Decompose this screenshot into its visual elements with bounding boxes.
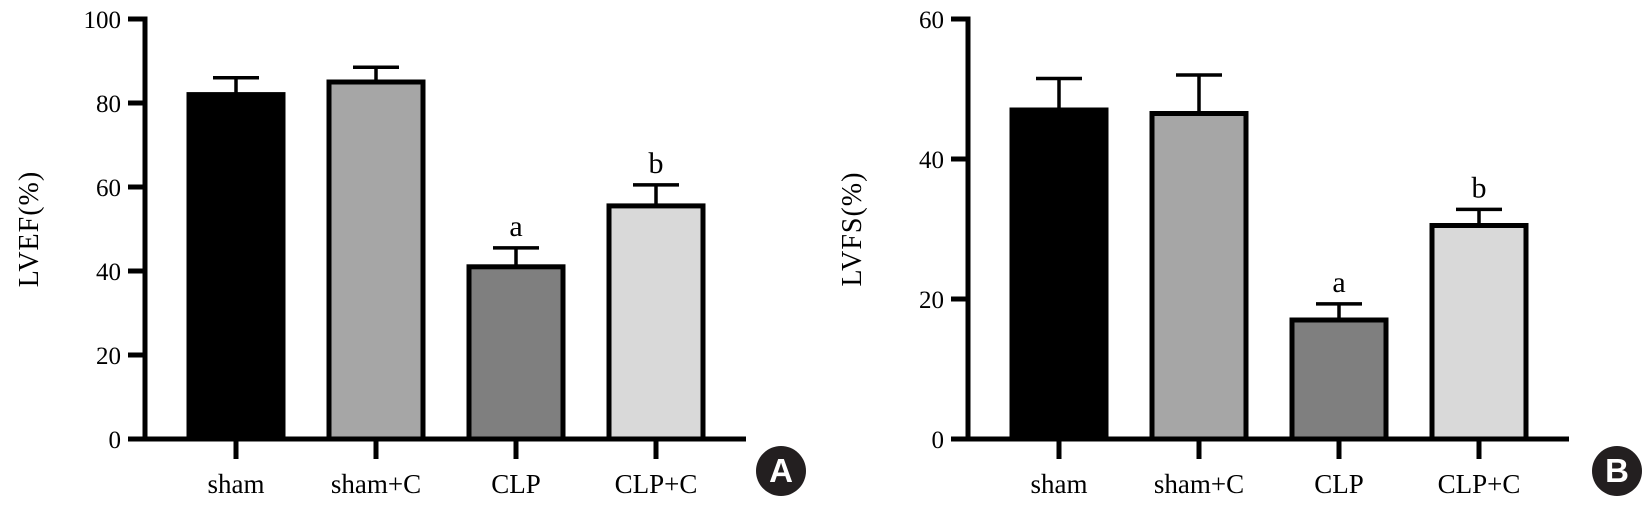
y-tick-label: 40 bbox=[96, 259, 121, 286]
y-tick-label: 60 bbox=[919, 7, 944, 34]
y-tick-label: 0 bbox=[932, 427, 945, 454]
x-tick-label: sham+C bbox=[1154, 469, 1244, 499]
y-axis-title: LVFS(%) bbox=[837, 172, 868, 287]
significance-label: b bbox=[649, 147, 664, 180]
bar-sham bbox=[1009, 107, 1109, 442]
bar-CLP bbox=[466, 264, 566, 442]
significance-label: b bbox=[1472, 171, 1487, 204]
x-tick-label: sham bbox=[208, 469, 265, 499]
x-tick-label: CLP bbox=[1314, 469, 1364, 499]
bar-sham+C bbox=[1149, 111, 1249, 442]
panel-a-badge: A bbox=[756, 446, 806, 496]
y-tick-label: 20 bbox=[919, 287, 944, 314]
y-tick-label: 100 bbox=[84, 7, 122, 34]
bar-sham bbox=[186, 92, 286, 442]
x-tick-label: CLP+C bbox=[615, 469, 698, 499]
panel-b-chart: 0 20 40 60 LVFS(%) sham sham+C CLP a CLP+C b bbox=[837, 7, 1569, 499]
bar-sham+C bbox=[326, 79, 426, 442]
significance-label: a bbox=[509, 210, 522, 243]
y-tick-label: 20 bbox=[96, 343, 121, 370]
y-tick-label: 0 bbox=[109, 427, 122, 454]
bar-CLP+C bbox=[606, 203, 706, 442]
panel-b: 0 20 40 60 LVFS(%) sham sham+C CLP a CLP+C b B bbox=[823, 0, 1647, 512]
x-tick-label: CLP bbox=[491, 469, 541, 499]
y-tick-label: 40 bbox=[919, 147, 944, 174]
bar-CLP+C bbox=[1429, 223, 1529, 442]
panel-a-badge-label: A bbox=[769, 452, 793, 489]
bar-CLP bbox=[1289, 317, 1389, 442]
panel-b-badge: B bbox=[1592, 446, 1642, 496]
y-tick-label: 80 bbox=[96, 91, 121, 118]
x-tick-label: sham bbox=[1031, 469, 1088, 499]
panel-a: 0 20 40 60 80 100 LVEF(%) sham sham+C CLP a CLP+C b … bbox=[0, 0, 823, 512]
panel-b-badge-label: B bbox=[1605, 452, 1629, 489]
y-tick-label: 60 bbox=[96, 175, 121, 202]
x-tick-label: CLP+C bbox=[1438, 469, 1521, 499]
x-tick-label: sham+C bbox=[331, 469, 421, 499]
panel-a-chart: 0 20 40 60 80 100 LVEF(%) sham sham+C CLP a CLP+C b bbox=[14, 7, 746, 499]
y-axis-title: LVEF(%) bbox=[14, 171, 45, 287]
significance-label: a bbox=[1332, 266, 1345, 299]
